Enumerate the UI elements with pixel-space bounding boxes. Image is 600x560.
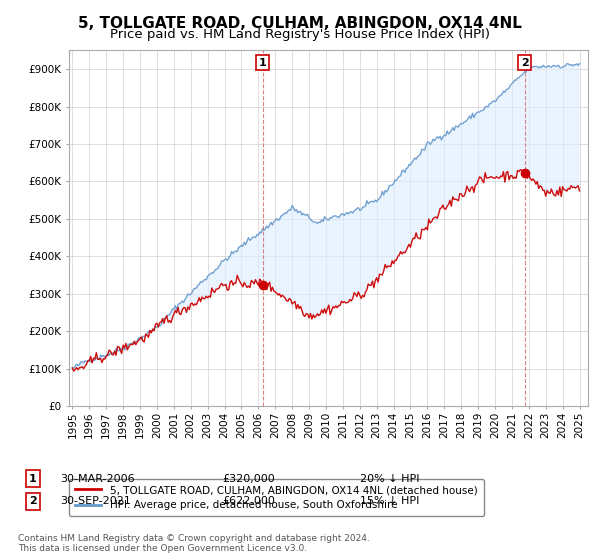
Text: 5, TOLLGATE ROAD, CULHAM, ABINGDON, OX14 4NL: 5, TOLLGATE ROAD, CULHAM, ABINGDON, OX14… [78, 16, 522, 31]
Text: 20% ↓ HPI: 20% ↓ HPI [360, 474, 419, 484]
Text: 30-MAR-2006: 30-MAR-2006 [60, 474, 134, 484]
Text: £320,000: £320,000 [222, 474, 275, 484]
Text: Price paid vs. HM Land Registry's House Price Index (HPI): Price paid vs. HM Land Registry's House … [110, 28, 490, 41]
Legend: 5, TOLLGATE ROAD, CULHAM, ABINGDON, OX14 4NL (detached house), HPI: Average pric: 5, TOLLGATE ROAD, CULHAM, ABINGDON, OX14… [69, 479, 484, 516]
Text: 2: 2 [29, 496, 37, 506]
Text: 15% ↓ HPI: 15% ↓ HPI [360, 496, 419, 506]
Text: Contains HM Land Registry data © Crown copyright and database right 2024.
This d: Contains HM Land Registry data © Crown c… [18, 534, 370, 553]
Text: 1: 1 [259, 58, 266, 68]
Text: 2: 2 [521, 58, 529, 68]
Text: 30-SEP-2021: 30-SEP-2021 [60, 496, 131, 506]
Text: £622,000: £622,000 [222, 496, 275, 506]
Text: 1: 1 [29, 474, 37, 484]
